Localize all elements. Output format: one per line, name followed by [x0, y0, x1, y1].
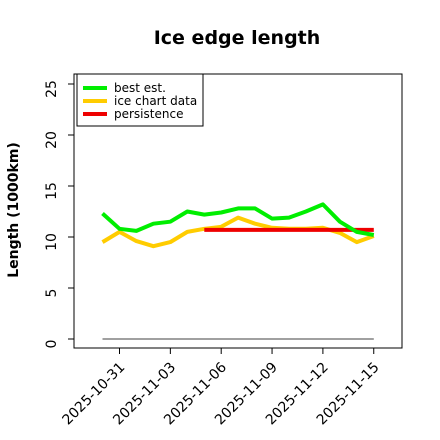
y-tick-label: 10	[44, 233, 60, 251]
y-tick-label: 20	[44, 131, 60, 149]
legend-box	[76, 73, 204, 127]
legend: best est. ice chart data persistence	[76, 73, 204, 127]
y-axis: 0 5 10 15 20 25	[44, 80, 74, 348]
y-tick-label: 15	[44, 182, 60, 200]
series-line-best-est	[101, 202, 375, 237]
legend-label-best-est: best est.	[114, 81, 166, 95]
series-layer	[101, 202, 375, 340]
y-tick-label: 25	[44, 80, 60, 98]
plot-frame	[73, 73, 403, 349]
legend-label-persistence: persistence	[114, 107, 183, 121]
y-tick-label: 5	[44, 289, 60, 298]
legend-label-ice-chart-data: ice chart data	[114, 94, 197, 108]
chart-title: Ice edge length	[154, 27, 321, 49]
y-axis-label: Length (1000km)	[6, 142, 22, 278]
y-tick-label: 0	[44, 340, 60, 349]
x-axis: 2025-10-312025-11-032025-11-062025-11-09…	[59, 348, 383, 428]
